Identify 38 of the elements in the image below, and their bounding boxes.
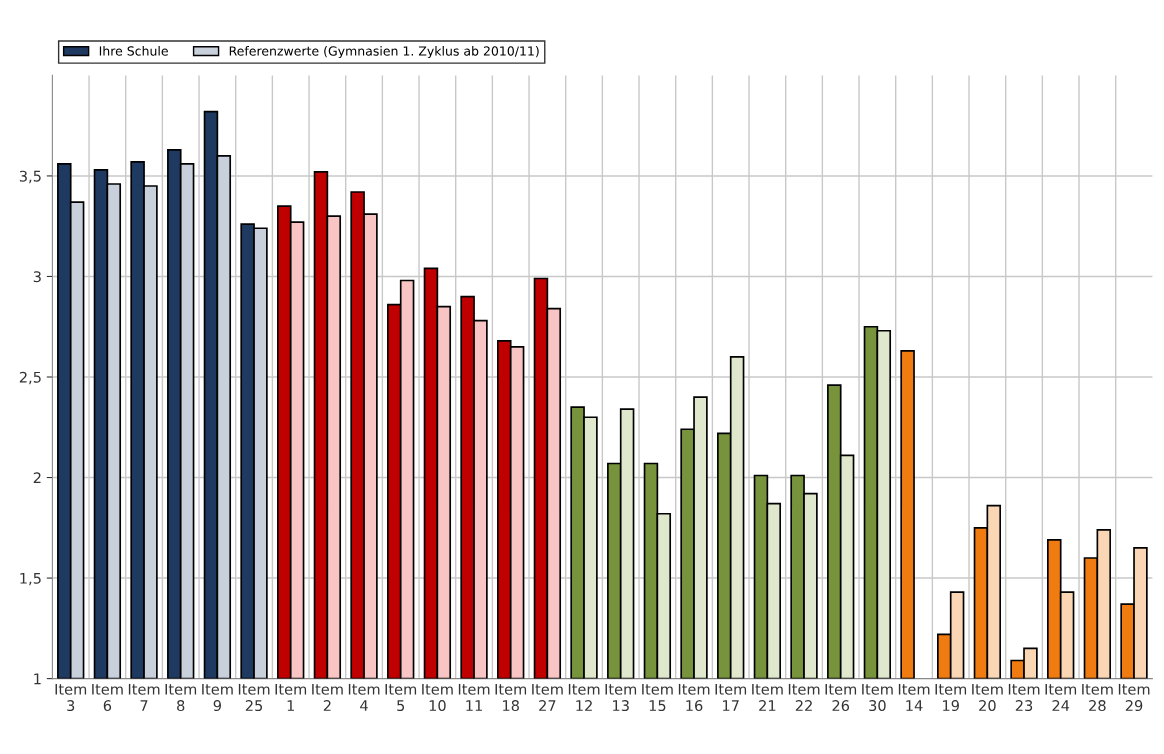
x-tick-label: Item 30 — [862, 683, 893, 712]
x-tick-label: Item 2 — [312, 683, 343, 711]
x-tick-label: Item 4 — [348, 683, 380, 711]
x-tick-label: Item 26 — [825, 683, 857, 712]
x-tick-label: Item 27 — [532, 683, 563, 711]
x-tick-label: Item 12 — [568, 683, 600, 711]
x-tick-label: Item 29 — [1118, 683, 1150, 712]
x-tick-label: Item 3 — [55, 683, 87, 712]
x-tick-label: Item 23 — [1008, 683, 1040, 712]
y-tick-label: 1,5 — [20, 572, 41, 586]
x-tick-label: Item 13 — [605, 683, 637, 712]
x-tick-label: Item 20 — [972, 683, 1003, 712]
x-tick-label: Item 14 — [898, 683, 930, 711]
y-tick-label: 2,5 — [19, 371, 41, 385]
y-tick-label: 2 — [33, 472, 41, 484]
x-tick-label: Item 22 — [788, 683, 820, 711]
x-tick-label: Item 9 — [202, 683, 233, 712]
x-tick-label: Item 25 — [238, 683, 270, 712]
x-tick-label: Item 17 — [715, 683, 747, 711]
y-tick-label: 3 — [33, 271, 41, 283]
x-tick-label: Item 18 — [495, 683, 527, 712]
x-tick-label: Item 15 — [642, 683, 673, 712]
legend-label: Ihre Schule — [99, 46, 168, 56]
x-tick-label: Item 8 — [165, 683, 197, 712]
x-tick-label: Item 16 — [678, 683, 710, 712]
x-tick-label: Item 7 — [128, 683, 160, 711]
x-tick-label: Item 10 — [422, 683, 453, 712]
x-tick-label: Item 11 — [458, 683, 490, 711]
x-tick-label: Item 19 — [935, 683, 967, 712]
y-tick-label: 1 — [34, 673, 41, 685]
legend-label: Referenzwerte (Gymnasien 1. Zyklus ab 2010/11) — [229, 46, 539, 59]
x-tick-label: Item 5 — [385, 683, 417, 712]
x-tick-label: Item 21 — [752, 683, 783, 711]
x-tick-label: Item 6 — [92, 683, 123, 712]
x-tick-label: Item 24 — [1045, 683, 1077, 711]
y-tick-label: 3,5 — [19, 170, 41, 184]
x-tick-label: Item 28 — [1082, 683, 1113, 712]
x-tick-label: Item 1 — [275, 683, 307, 711]
